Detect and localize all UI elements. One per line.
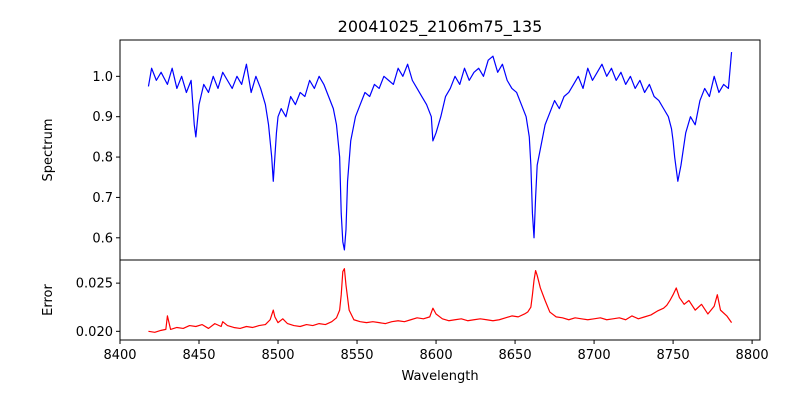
spectrum-y-tick-label: 0.8 bbox=[92, 151, 113, 166]
x-tick-label: 8750 bbox=[657, 348, 690, 363]
x-axis-ticks: 8400 8450 8500 8550 8600 8650 8700 8750 8800 bbox=[103, 340, 769, 363]
spectrum-y-tick-label: 1.0 bbox=[92, 70, 113, 85]
error-y-axis-label: Error bbox=[41, 284, 56, 316]
spectrum-panel: 0.6 0.7 0.8 0.9 1.0 Spectrum bbox=[41, 39, 761, 261]
x-tick-label: 8600 bbox=[420, 348, 453, 363]
x-tick-label: 8700 bbox=[578, 348, 611, 363]
spectrum-y-tick-label: 0.9 bbox=[92, 110, 113, 125]
spectrum-y-tick-label: 0.6 bbox=[92, 231, 113, 246]
x-tick-label: 8550 bbox=[340, 348, 373, 363]
spectrum-y-axis-label: Spectrum bbox=[41, 119, 56, 182]
error-series-line bbox=[148, 268, 733, 333]
chart-title: 20041025_2106m75_135 bbox=[338, 17, 543, 37]
x-tick-label: 8400 bbox=[103, 348, 136, 363]
spectrum-plot-area bbox=[120, 40, 760, 260]
x-tick-label: 8800 bbox=[736, 348, 769, 363]
error-y-ticks: 0.020 0.025 bbox=[76, 277, 120, 340]
x-tick-label: 8500 bbox=[261, 348, 294, 363]
spectrum-y-tick-label: 0.7 bbox=[92, 191, 113, 206]
x-tick-label: 8450 bbox=[182, 348, 215, 363]
error-y-tick-label: 0.020 bbox=[76, 325, 113, 340]
spectrum-series-line bbox=[147, 52, 733, 251]
spectrum-y-ticks: 0.6 0.7 0.8 0.9 1.0 bbox=[92, 70, 120, 246]
error-plot-frame bbox=[119, 259, 761, 341]
error-y-tick-label: 0.025 bbox=[76, 277, 113, 292]
x-tick-label: 8650 bbox=[499, 348, 532, 363]
error-plot-area bbox=[120, 260, 760, 340]
x-axis-label: Wavelength bbox=[401, 369, 478, 384]
